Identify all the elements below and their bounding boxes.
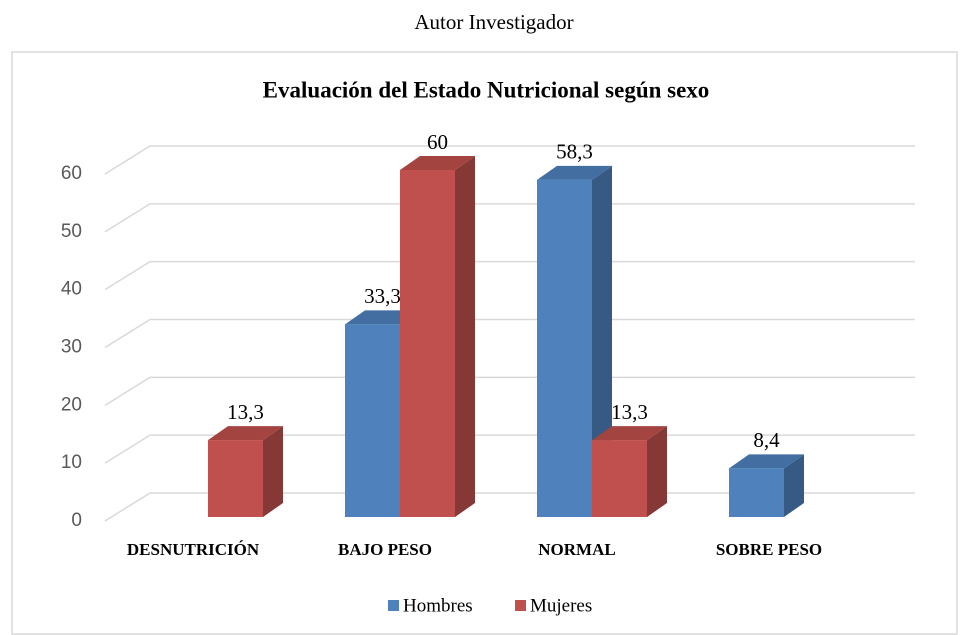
x-tick-label: BAJO PESO [338,540,432,559]
y-tick-label: 60 [61,163,82,184]
bar-front [345,324,400,517]
data-label: 8,4 [753,428,780,452]
y-tick-label: 30 [61,337,82,358]
bar-front [729,468,784,517]
bar-front [592,440,647,517]
bar-top [729,454,804,469]
grid-line [104,203,915,233]
caption: Autor Investigador [414,10,573,34]
x-tick-label: NORMAL [538,540,615,559]
y-tick-label: 0 [71,510,82,531]
legend-label: Hombres [403,595,473,616]
bar [729,454,804,517]
bar-front [208,440,263,517]
y-tick-label: 20 [61,394,82,415]
chart-title: Evaluación del Estado Nutricional según … [263,77,710,102]
legend-label: Mujeres [530,595,592,616]
bar-side [263,426,283,517]
data-label: 13,3 [611,400,648,424]
data-label: 33,3 [364,284,401,308]
bar-top [592,426,667,441]
grid-line [104,145,915,175]
bar-side [784,454,804,517]
data-label: 60 [427,130,448,154]
bar-side [592,165,612,517]
legend-swatch [388,600,399,611]
y-tick-label: 40 [61,279,82,300]
data-label: 58,3 [556,140,593,164]
bar-side [455,156,475,517]
bar [400,156,475,517]
bar [592,426,667,517]
data-label: 13,3 [227,400,264,424]
bar-side [647,426,667,517]
x-tick-label: SOBRE PESO [716,540,822,559]
bar [537,165,612,517]
y-tick-label: 50 [61,221,82,242]
bar-top [208,426,283,441]
grid-line [104,318,915,349]
x-tick-label: DESNUTRICIÓN [127,540,260,559]
legend-swatch [515,600,526,611]
bar-front [537,179,592,517]
chart-frame [11,51,958,635]
y-tick-label: 10 [61,452,82,473]
bar-top [400,156,475,170]
grid-line [104,260,915,291]
grid-line [104,376,915,406]
bar [208,426,283,517]
bar-front [400,170,455,517]
bar-top [537,165,612,180]
